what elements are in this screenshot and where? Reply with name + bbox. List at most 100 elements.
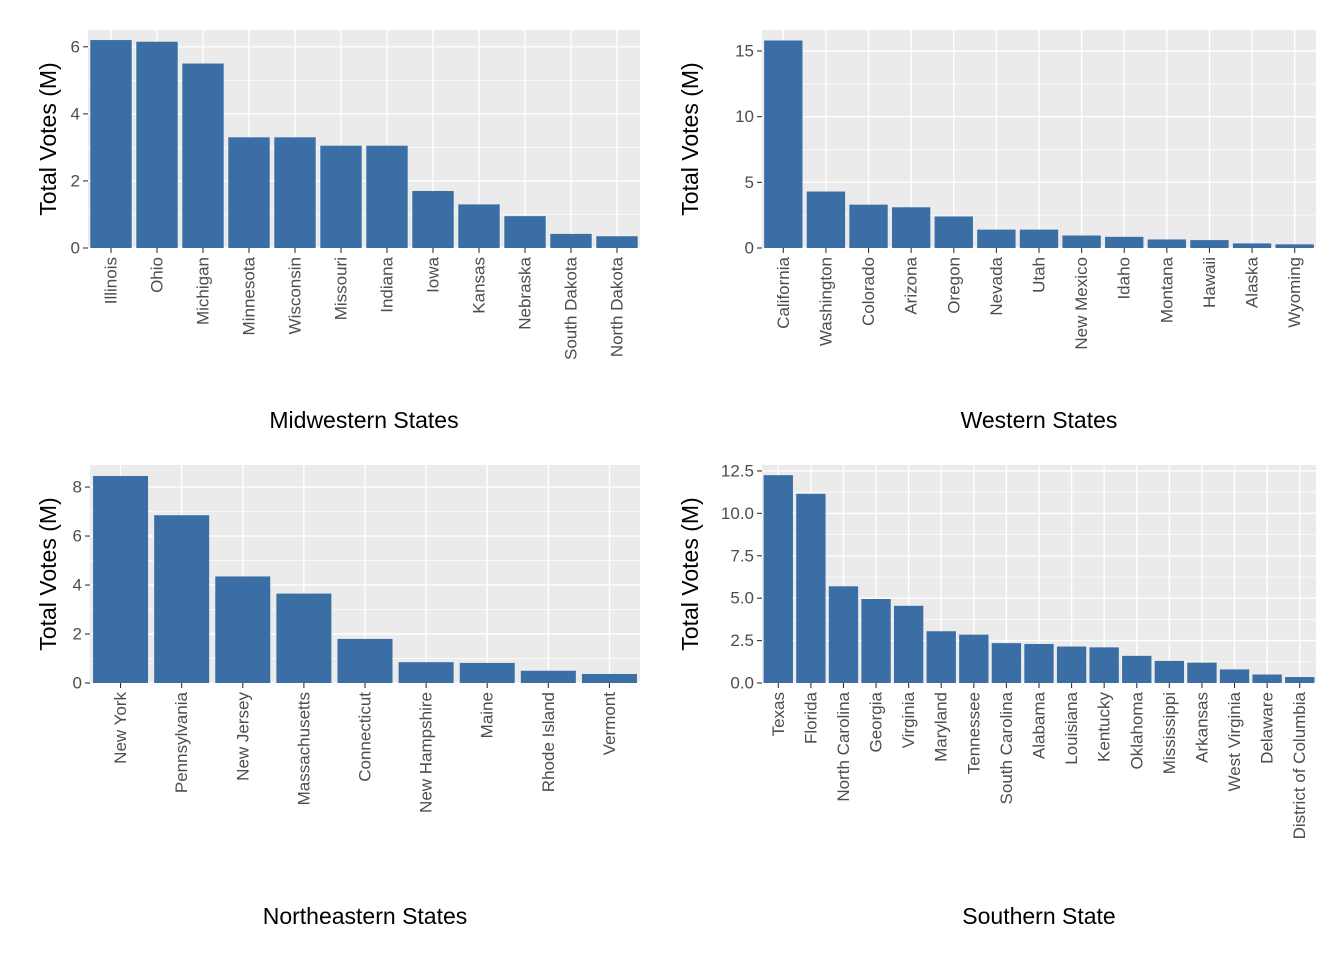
y-tick-label: 2.5 xyxy=(730,631,754,650)
bar-virginia xyxy=(893,605,924,683)
bar-vermont xyxy=(581,673,637,683)
x-tick-label: Montana xyxy=(1157,256,1176,323)
x-tick-label: South Carolina xyxy=(997,691,1016,804)
x-tick-label: New Hampshire xyxy=(417,692,436,813)
bar-nevada xyxy=(977,229,1016,248)
bar-louisiana xyxy=(1056,646,1087,683)
y-tick-label: 12.5 xyxy=(721,461,754,480)
y-axis-title: Total Votes (M) xyxy=(677,497,703,650)
x-tick-label: Michigan xyxy=(194,257,213,325)
bar-california xyxy=(764,40,803,248)
x-tick-label: Rhode Island xyxy=(539,692,558,792)
bar-connecticut xyxy=(337,638,393,683)
x-tick-label: West Virginia xyxy=(1225,691,1244,791)
x-tick-label: Wyoming xyxy=(1285,257,1304,328)
x-tick-label: Georgia xyxy=(867,691,886,752)
bar-district-of-columbia xyxy=(1285,677,1315,683)
bar-missouri xyxy=(320,145,362,248)
bar-ohio xyxy=(136,41,178,248)
y-tick-label: 2 xyxy=(73,625,82,644)
y-tick-label: 10 xyxy=(735,107,754,126)
y-tick-label: 4 xyxy=(71,104,80,123)
bar-oklahoma xyxy=(1122,655,1152,683)
x-tick-label: Hawaii xyxy=(1200,257,1219,308)
y-tick-label: 5 xyxy=(745,173,754,192)
bar-maine xyxy=(459,662,515,683)
y-tick-label: 2 xyxy=(71,171,80,190)
bar-nebraska xyxy=(504,216,546,248)
midwestern-states-panel: 0 2 4 6 Illinois Ohio Michigan Minnesota Wiscons… xyxy=(35,30,640,433)
x-tick-label: Maryland xyxy=(932,692,951,762)
x-tick-label: South Dakota xyxy=(562,256,581,360)
y-tick-label: 7.5 xyxy=(730,546,754,565)
x-tick-label: Nebraska xyxy=(516,256,535,329)
x-tick-label: Tennessee xyxy=(964,692,983,774)
x-tick-label: Vermont xyxy=(600,692,619,756)
x-tick-label: Illinois xyxy=(102,257,121,304)
bar-illinois xyxy=(90,40,132,248)
x-tick-label: New Jersey xyxy=(233,692,252,781)
southern-states-panel: 0.0 2.5 5.0 7.5 10.0 12.5 Texas Florida North Ca… xyxy=(677,461,1316,929)
x-tick-label: Utah xyxy=(1030,257,1049,293)
x-tick-label: Missouri xyxy=(332,257,351,320)
x-tick-label: Maine xyxy=(478,692,497,738)
bar-hawaii xyxy=(1190,240,1229,248)
x-tick-label: Ohio xyxy=(148,257,167,293)
y-axis-title: Total Votes (M) xyxy=(35,62,61,215)
x-tick-label: Texas xyxy=(769,692,788,736)
x-tick-label: Nevada xyxy=(987,256,1006,315)
bar-tennessee xyxy=(959,634,989,683)
bar-florida xyxy=(796,493,826,683)
bar-west-virginia xyxy=(1219,669,1250,683)
x-tick-label: Wisconsin xyxy=(286,257,305,334)
bar-north-dakota xyxy=(596,236,638,248)
y-tick-label: 10.0 xyxy=(721,504,754,523)
bar-iowa xyxy=(412,190,454,248)
x-tick-label: Delaware xyxy=(1258,692,1277,764)
y-tick-label: 8 xyxy=(73,478,82,497)
bar-minnesota xyxy=(228,137,270,248)
x-tick-label: Louisiana xyxy=(1062,691,1081,764)
bar-massachusetts xyxy=(276,593,332,683)
x-tick-label: Pennsylvania xyxy=(172,691,191,793)
bar-georgia xyxy=(861,599,891,683)
x-tick-label: Alabama xyxy=(1030,691,1049,759)
x-axis-title: Midwestern States xyxy=(269,407,458,433)
y-tick-label: 15 xyxy=(735,42,754,61)
y-tick-label: 4 xyxy=(73,576,82,595)
bar-alabama xyxy=(1024,643,1054,683)
bar-new-york xyxy=(93,476,149,683)
x-tick-label: Colorado xyxy=(859,257,878,326)
x-tick-label: Minnesota xyxy=(240,256,259,335)
bar-north-carolina xyxy=(828,586,859,683)
y-tick-label: 0 xyxy=(73,674,82,693)
y-tick-label: 0.0 xyxy=(730,674,754,693)
bar-pennsylvania xyxy=(154,515,210,683)
x-tick-label: Alaska xyxy=(1243,256,1262,308)
y-tick-label: 0 xyxy=(745,239,754,258)
x-tick-label: North Dakota xyxy=(608,256,627,357)
panel-background xyxy=(88,30,640,248)
y-tick-label: 5.0 xyxy=(730,589,754,608)
bar-mississippi xyxy=(1154,660,1185,683)
bar-alaska xyxy=(1232,243,1272,248)
bar-colorado xyxy=(849,204,888,248)
x-tick-label: Oklahoma xyxy=(1127,691,1146,769)
y-tick-label: 6 xyxy=(71,37,80,56)
bar-new-mexico xyxy=(1062,235,1101,248)
bar-arkansas xyxy=(1187,662,1217,683)
northeastern-states-panel: 0 2 4 6 8 New York Pennsylvania New Jersey Massa… xyxy=(35,465,640,929)
x-axis-title: Western States xyxy=(961,407,1118,433)
bar-utah xyxy=(1019,229,1059,248)
bar-montana xyxy=(1147,239,1187,248)
y-tick-label: 6 xyxy=(73,527,82,546)
x-tick-label: Kentucky xyxy=(1095,692,1114,762)
y-axis-title: Total Votes (M) xyxy=(677,62,703,215)
x-tick-label: North Carolina xyxy=(834,691,853,801)
bar-kentucky xyxy=(1089,647,1119,683)
x-tick-label: New Mexico xyxy=(1072,257,1091,350)
bar-kansas xyxy=(458,204,500,248)
y-axis-title: Total Votes (M) xyxy=(35,497,61,650)
bar-michigan xyxy=(182,63,224,249)
x-tick-label: Oregon xyxy=(944,257,963,314)
